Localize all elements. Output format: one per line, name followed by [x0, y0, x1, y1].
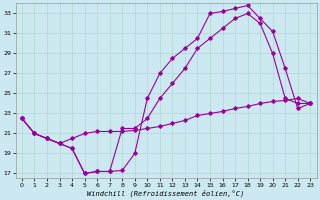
X-axis label: Windchill (Refroidissement éolien,°C): Windchill (Refroidissement éolien,°C)	[87, 189, 245, 197]
